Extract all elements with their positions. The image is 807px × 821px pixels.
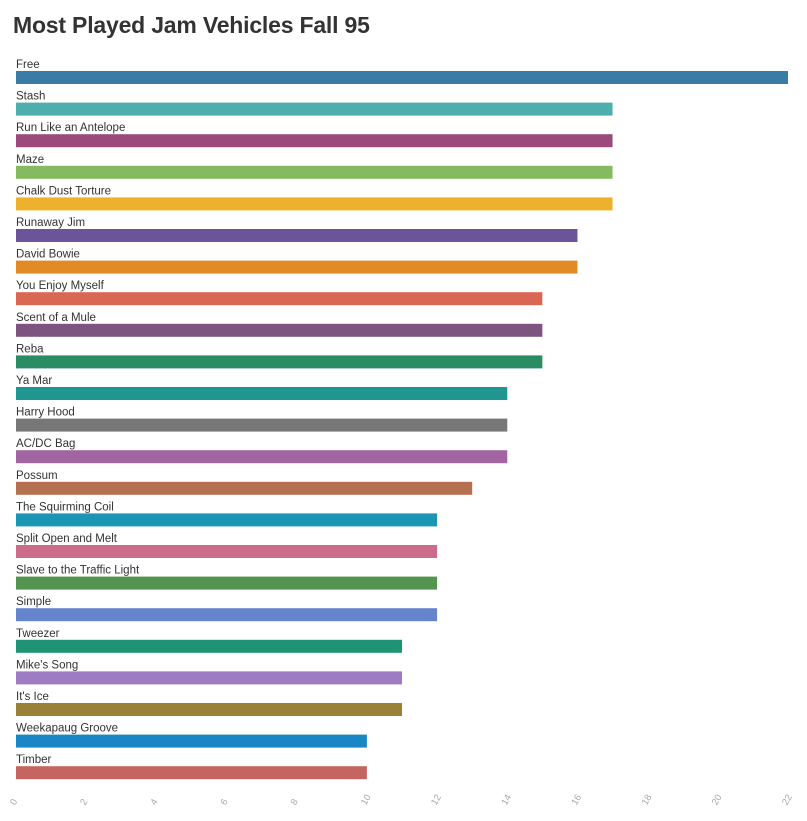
category-label: Weekapaug Groove (16, 723, 118, 735)
x-tick-label: 16 (569, 793, 584, 808)
bar[interactable] (16, 260, 578, 274)
bar[interactable] (16, 387, 508, 400)
bar-row-run-like-an-antelope: Run Like an Antelope (16, 122, 613, 148)
bar-row-scent-of-a-mule: Scent of a Mule (16, 312, 543, 337)
bar-row-free: Free (16, 59, 788, 84)
category-label: It's Ice (16, 691, 49, 703)
bar-row-simple: Simple (16, 596, 438, 622)
bar[interactable] (16, 71, 788, 84)
bar-row-the-squirming-coil: The Squirming Coil (16, 501, 438, 527)
bar-row-reba: Reba (16, 343, 543, 369)
bar[interactable] (16, 576, 438, 590)
bars-layer: Free Stash Run Like an Antelope Maze Chalk D… (16, 59, 788, 780)
category-label: Mike's Song (16, 659, 78, 671)
bar[interactable] (16, 102, 613, 116)
x-tick-label: 8 (289, 797, 301, 807)
bar[interactable] (16, 671, 402, 685)
bar[interactable] (16, 165, 613, 179)
category-label: Reba (16, 343, 44, 355)
x-tick-label: 14 (499, 793, 514, 808)
category-label: Chalk Dust Torture (16, 185, 111, 197)
bar[interactable] (16, 545, 438, 558)
category-label: Runaway Jim (16, 217, 85, 229)
bar-row-timber: Timber (16, 754, 367, 780)
category-label: Stash (16, 91, 45, 103)
category-label: Simple (16, 596, 51, 608)
x-axis: 0 2 4 6 8 10 12 14 16 18 20 22 (8, 793, 795, 808)
bar[interactable] (16, 450, 508, 464)
x-tick-label: 10 (359, 793, 374, 808)
category-label: Ya Mar (16, 375, 52, 387)
bar-row-you-enjoy-myself: You Enjoy Myself (16, 280, 543, 306)
bar-row-tweezer: Tweezer (16, 628, 402, 653)
bar[interactable] (16, 229, 578, 242)
category-label: Slave to the Traffic Light (16, 565, 140, 577)
bar-row-chalk-dust-torture: Chalk Dust Torture (16, 185, 613, 211)
bar-row-it-s-ice: It's Ice (16, 691, 402, 716)
bar-row-david-bowie: David Bowie (16, 249, 578, 274)
bar-row-possum: Possum (16, 470, 473, 495)
x-tick-label: 4 (148, 797, 160, 807)
category-label: Timber (16, 754, 52, 766)
bar[interactable] (16, 734, 367, 748)
x-tick-label: 12 (429, 793, 444, 808)
category-label: Harry Hood (16, 407, 75, 419)
bar-row-slave-to-the-traffic-light: Slave to the Traffic Light (16, 565, 438, 590)
category-label: Possum (16, 470, 58, 482)
bar[interactable] (16, 513, 438, 527)
x-tick-label: 6 (219, 797, 231, 807)
x-tick-label: 0 (8, 797, 20, 807)
bar-row-harry-hood: Harry Hood (16, 407, 508, 432)
chart-title: Most Played Jam Vehicles Fall 95 (13, 12, 370, 38)
bar-row-stash: Stash (16, 91, 613, 116)
bar[interactable] (16, 355, 543, 369)
category-label: The Squirming Coil (16, 501, 114, 513)
category-label: Split Open and Melt (16, 533, 118, 545)
bar-row-ac-dc-bag: AC/DC Bag (16, 438, 508, 464)
bar[interactable] (16, 766, 367, 780)
bar[interactable] (16, 418, 508, 432)
category-label: Free (16, 59, 40, 71)
bar[interactable] (16, 292, 543, 306)
bar[interactable] (16, 608, 438, 622)
x-tick-label: 22 (780, 793, 795, 808)
category-label: David Bowie (16, 249, 80, 261)
bar[interactable] (16, 323, 543, 337)
bar[interactable] (16, 481, 473, 495)
x-tick-label: 18 (640, 793, 655, 808)
bar-row-runaway-jim: Runaway Jim (16, 217, 578, 242)
category-label: Scent of a Mule (16, 312, 96, 324)
bar[interactable] (16, 197, 613, 211)
x-tick-label: 20 (710, 793, 725, 808)
category-label: You Enjoy Myself (16, 280, 105, 292)
bar-row-mike-s-song: Mike's Song (16, 659, 402, 685)
bar[interactable] (16, 703, 402, 716)
bar[interactable] (16, 134, 613, 148)
category-label: AC/DC Bag (16, 438, 75, 450)
bar-row-split-open-and-melt: Split Open and Melt (16, 533, 438, 558)
category-label: Maze (16, 154, 44, 166)
category-label: Tweezer (16, 628, 60, 640)
bar-row-maze: Maze (16, 154, 613, 179)
x-tick-label: 2 (78, 797, 90, 807)
bar[interactable] (16, 639, 402, 653)
category-label: Run Like an Antelope (16, 122, 125, 134)
bar-row-ya-mar: Ya Mar (16, 375, 508, 400)
bar-row-weekapaug-groove: Weekapaug Groove (16, 723, 367, 748)
